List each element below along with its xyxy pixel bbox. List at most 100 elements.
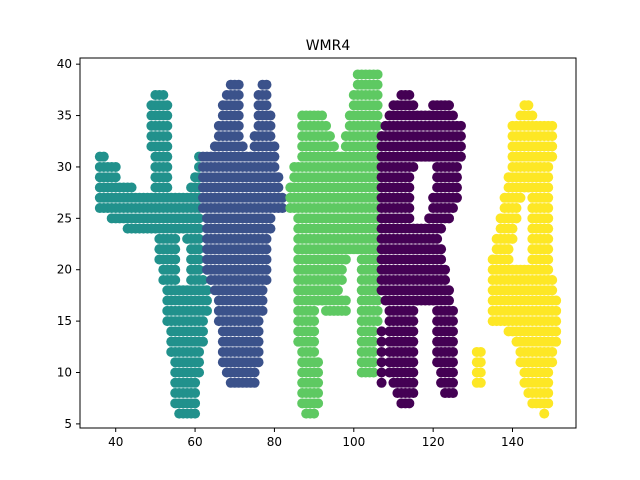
data-point	[233, 131, 244, 142]
data-point	[543, 367, 554, 378]
data-point	[265, 120, 276, 131]
data-point	[539, 408, 550, 419]
data-point	[372, 316, 383, 327]
data-point	[503, 244, 514, 255]
series-3	[376, 90, 466, 409]
data-point	[336, 264, 347, 275]
data-point	[408, 367, 419, 378]
data-point	[158, 90, 169, 100]
data-point	[194, 367, 205, 378]
data-point	[447, 336, 458, 347]
series-1	[198, 79, 288, 388]
data-point	[503, 254, 514, 265]
data-point	[249, 367, 260, 378]
data-point	[451, 161, 462, 172]
data-point	[408, 346, 419, 357]
data-point	[309, 408, 320, 419]
data-point	[277, 203, 288, 214]
data-point	[277, 192, 288, 203]
data-point	[332, 285, 343, 296]
data-point	[309, 316, 320, 327]
data-point	[551, 336, 562, 347]
y-tick-label: 25	[57, 211, 72, 225]
data-point	[551, 295, 562, 306]
data-point	[376, 367, 387, 378]
data-point	[447, 388, 458, 399]
data-point	[547, 275, 558, 285]
data-point	[162, 141, 173, 152]
data-point	[273, 172, 284, 183]
data-point	[162, 172, 173, 183]
data-point	[432, 233, 443, 244]
data-point	[269, 161, 280, 172]
data-point	[515, 192, 526, 203]
y-tick-label: 30	[57, 160, 72, 174]
data-point	[372, 110, 383, 121]
y-tick-label: 15	[57, 314, 72, 328]
data-point	[194, 357, 205, 368]
data-point	[372, 79, 383, 90]
data-point	[273, 182, 284, 193]
data-point	[447, 367, 458, 378]
data-point	[162, 161, 173, 172]
data-point	[447, 377, 458, 388]
data-point	[190, 377, 201, 388]
data-point	[547, 285, 558, 296]
x-tick-label: 120	[422, 435, 445, 449]
data-point	[451, 192, 462, 203]
data-point	[444, 100, 455, 111]
data-point	[444, 213, 455, 224]
data-point	[198, 316, 209, 327]
data-point	[368, 336, 379, 347]
data-point	[372, 100, 383, 111]
data-point	[313, 367, 324, 378]
y-tick-label: 20	[57, 263, 72, 277]
data-point	[376, 326, 387, 337]
data-point	[372, 295, 383, 306]
data-point	[201, 295, 212, 306]
data-point	[451, 182, 462, 193]
x-tick-label: 40	[108, 435, 123, 449]
y-axis: 5 10 15 20 25 30 35 40	[57, 57, 80, 431]
data-point	[543, 264, 554, 275]
y-tick-label: 10	[57, 366, 72, 380]
x-axis: 40 60 80 100 120 140	[108, 428, 524, 449]
data-point	[447, 110, 458, 121]
data-point	[543, 203, 554, 214]
data-point	[194, 264, 205, 275]
data-point	[551, 326, 562, 337]
data-point	[547, 151, 558, 162]
data-point	[551, 305, 562, 316]
data-point	[404, 398, 415, 409]
data-point	[309, 336, 320, 347]
data-point	[408, 161, 419, 172]
data-point	[376, 346, 387, 357]
data-point	[543, 223, 554, 234]
data-point	[372, 69, 383, 80]
data-point	[309, 305, 320, 316]
data-point	[110, 161, 121, 172]
data-point	[257, 295, 268, 306]
data-point	[162, 100, 173, 111]
axes-frame	[79, 57, 577, 429]
data-point	[261, 79, 272, 90]
data-point	[190, 398, 201, 409]
data-point	[249, 377, 260, 388]
data-point	[170, 264, 181, 275]
y-tick-label: 40	[57, 57, 72, 71]
data-point	[408, 305, 419, 316]
data-point	[447, 346, 458, 357]
data-point	[313, 388, 324, 399]
data-point	[523, 100, 534, 111]
data-point	[404, 203, 415, 214]
data-point	[543, 192, 554, 203]
data-point	[511, 203, 522, 214]
data-point	[190, 388, 201, 399]
data-point	[368, 326, 379, 337]
data-point	[162, 120, 173, 131]
data-point	[368, 367, 379, 378]
data-point	[194, 223, 205, 234]
data-point	[543, 233, 554, 244]
data-point	[110, 172, 121, 183]
data-point	[376, 377, 387, 388]
